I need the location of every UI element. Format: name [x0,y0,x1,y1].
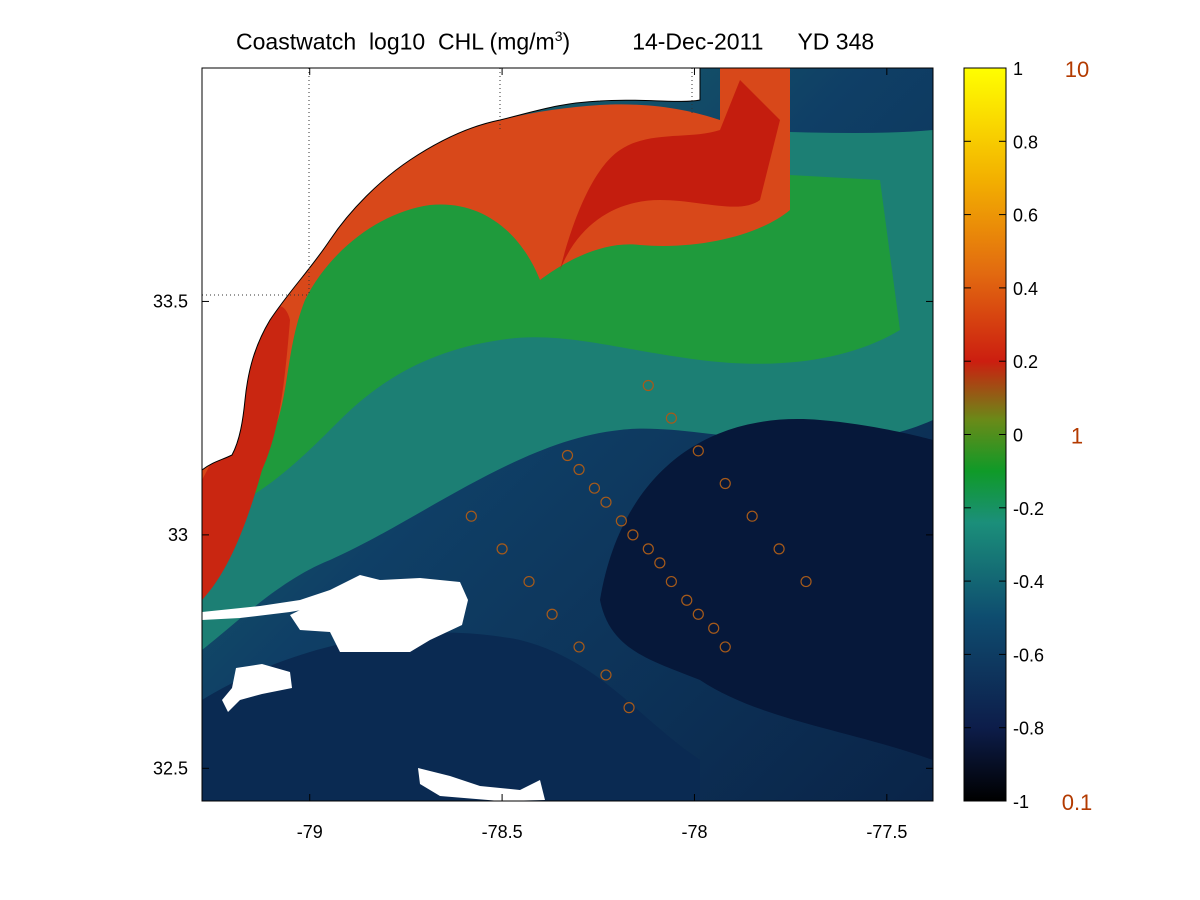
station-marker [708,622,720,634]
station-marker [523,575,535,588]
station-marker [546,608,558,620]
station-marker [642,543,654,555]
title-yearday: YD 348 [797,28,875,55]
station-marker [600,496,612,508]
lon-tick-label: -79 [297,822,323,842]
title-product: Coastwatch log10 CHL (mg/m [236,28,555,55]
station-marker [600,669,612,681]
title-close: ) [562,28,571,55]
colorbar-tick-label: -0.8 [1013,719,1044,739]
lat-tick-label: 33 [168,525,188,545]
station-marker [773,543,785,555]
station-marker [627,529,639,541]
station-marker [615,515,627,527]
station-marker [719,641,731,653]
station-marker [465,510,477,522]
station-marker [623,702,635,714]
colorbar-tick-label: 0.6 [1013,206,1038,226]
colorbar-tick-label: -1 [1013,792,1029,812]
cloud-mask-south [418,768,545,801]
station-marker [642,379,654,392]
station-marker [719,477,731,490]
station-marker [573,641,585,653]
offshore-dark-core [600,419,933,760]
colorbar-tick-label: 1 [1013,59,1023,79]
station-marker [746,510,758,522]
chlorophyll-image [202,68,933,801]
plume-red-core [560,80,780,270]
coastal-red-strip [202,306,290,600]
station-markers [465,379,812,714]
station-marker [573,463,585,476]
station-marker [681,594,693,606]
station-marker [496,543,508,555]
land-mass [202,68,701,471]
lon-tick-label: -77.5 [866,822,907,842]
map-frame [201,67,934,802]
station-marker [665,575,677,588]
colorbar-ticks: 1 0.8 0.6 0.4 0.2 0 -0.2 -0.4 -0.6 -0.8 -1 10 1 0.1 [964,57,1092,815]
station-marker [692,445,704,457]
cloud-mask-strip [202,590,330,620]
station-marker [665,412,677,424]
lon-tick-label: -78.5 [482,822,523,842]
station-marker [561,449,574,462]
lat-tick-label: 33.5 [153,291,188,311]
colorbar-tick-label: -0.4 [1013,572,1044,592]
concentration-label: 10 [1065,57,1089,82]
colorbar-tick-label: 0.2 [1013,352,1038,372]
station-marker [692,608,704,620]
cloud-mask-large [290,575,468,652]
nearshore-green-band [202,149,900,521]
title-superscript: 3 [554,28,563,44]
colorbar-tick-label: -0.2 [1013,499,1044,519]
map-axis-ticks: -79 -78.5 -78 -77.5 33.5 33 32.5 [153,68,933,842]
station-marker [800,575,812,588]
cloud-mask-small [222,664,292,712]
colorbar-tick-label: 0.8 [1013,132,1038,152]
chart-title: Coastwatch log10 CHL (mg/m3) 14-Dec-2011 Y… [236,28,874,56]
lon-tick-label: -78 [681,822,707,842]
title-date: 14-Dec-2011 [632,28,764,55]
station-marker [654,557,666,569]
southern-dark-region [202,632,700,801]
colorbar-tick-label: 0.4 [1013,279,1038,299]
lat-tick-label: 32.5 [153,758,188,778]
station-marker [588,482,601,494]
colorbar-tick-label: -0.6 [1013,645,1044,665]
colorbar-tick-label: 0 [1013,426,1023,446]
concentration-label: 1 [1071,424,1083,449]
concentration-label: 0.1 [1062,790,1093,815]
